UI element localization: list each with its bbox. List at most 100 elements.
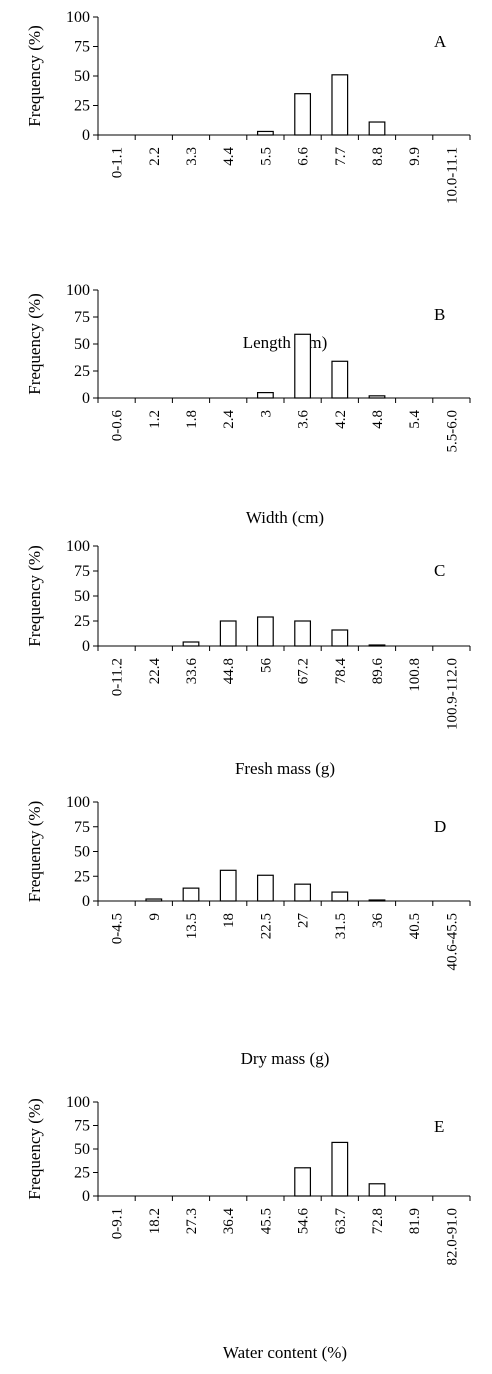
- y-tick-label: 0: [82, 893, 90, 910]
- y-tick-label: 100: [66, 1094, 90, 1111]
- bar-33.6: [182, 641, 200, 647]
- bar-5.5: [256, 130, 274, 136]
- x-tick-label: 6.6: [296, 147, 312, 166]
- y-tick-label: 50: [74, 336, 90, 353]
- bar-72.8: [368, 1183, 386, 1197]
- bar-22.5: [256, 874, 274, 902]
- x-tick-label: 40.5: [407, 913, 423, 939]
- x-tick-label: 8.8: [370, 147, 386, 166]
- y-tick-label: 100: [66, 9, 90, 26]
- x-axis-label: Fresh mass (g): [235, 759, 335, 778]
- x-tick-label: 36.4: [221, 1208, 237, 1235]
- x-axis-label: Water content (%): [223, 1343, 347, 1362]
- panel-label: A: [434, 32, 447, 51]
- x-tick-label: 0-4.5: [110, 913, 126, 944]
- x-tick-label: 4.4: [221, 147, 237, 166]
- chart-panel-d: 0 25 50 75 100 0-4.5 9 13.5 18 22.5 27 31.5 36 40.5 40…: [25, 794, 471, 1068]
- x-axis-label: Length (cm): [243, 333, 328, 352]
- y-tick-label: 100: [66, 538, 90, 555]
- bar-78.4: [331, 629, 349, 647]
- x-tick-label: 18: [221, 913, 237, 928]
- x-tick-label: 2.4: [221, 410, 237, 429]
- x-tick-label: 1.8: [184, 410, 200, 429]
- x-tick-label: 5.5-6.0: [444, 410, 460, 453]
- x-tick-label: 13.5: [184, 913, 200, 939]
- bar-56: [256, 616, 274, 647]
- x-tick-label: 100.9-112.0: [444, 658, 460, 730]
- x-tick-label: 22.5: [258, 913, 274, 939]
- y-tick-label: 75: [74, 819, 90, 836]
- x-tick-label: 0-1.1: [110, 147, 126, 178]
- x-tick-label: 81.9: [407, 1208, 423, 1234]
- x-tick-label: 10.0-11.1: [444, 147, 460, 204]
- y-axis-label: Frequency (%): [25, 1098, 44, 1200]
- y-tick-label: 0: [82, 127, 90, 144]
- bar-13.5: [182, 887, 200, 902]
- x-tick-label: 3.6: [296, 410, 312, 429]
- panel-label: D: [434, 817, 446, 836]
- y-tick-label: 0: [82, 638, 90, 655]
- x-tick-label: 72.8: [370, 1208, 386, 1234]
- x-tick-label: 5.5: [258, 147, 274, 166]
- panel-label: C: [434, 561, 445, 580]
- bar-89.6: [368, 644, 386, 647]
- bar-7.7: [331, 74, 349, 136]
- x-tick-label: 54.6: [296, 1208, 312, 1235]
- x-tick-label: 63.7: [333, 1208, 349, 1235]
- panel-label: E: [434, 1117, 444, 1136]
- y-tick-label: 50: [74, 844, 90, 861]
- y-tick-label: 100: [66, 794, 90, 811]
- y-tick-label: 25: [74, 98, 90, 115]
- x-tick-label: 18.2: [147, 1208, 163, 1234]
- x-tick-label: 56: [258, 658, 274, 674]
- x-tick-label: 9.9: [407, 147, 423, 166]
- x-tick-label: 36: [370, 913, 386, 929]
- x-axis-label: Width (cm): [246, 508, 324, 527]
- y-tick-label: 50: [74, 68, 90, 85]
- x-tick-label: 27.3: [184, 1208, 200, 1234]
- y-tick-label: 50: [74, 588, 90, 605]
- x-tick-label: 33.6: [184, 658, 200, 685]
- x-tick-label: 44.8: [221, 658, 237, 684]
- y-tick-label: 75: [74, 39, 90, 56]
- bar-4.8: [368, 395, 386, 399]
- bar-36: [368, 899, 386, 902]
- x-tick-label: 0-9.1: [110, 1208, 126, 1239]
- x-tick-label: 45.5: [258, 1208, 274, 1234]
- bar-18: [219, 869, 237, 902]
- x-tick-label: 67.2: [296, 658, 312, 684]
- chart-panel-c: 0 25 50 75 100 0-11.2 22.4 33.6 44.8 56 67.2 78.4 89…: [25, 538, 471, 778]
- y-tick-label: 50: [74, 1141, 90, 1158]
- x-tick-label: 0-0.6: [110, 410, 126, 442]
- x-tick-label: 7.7: [333, 147, 349, 166]
- x-tick-label: 40.6-45.5: [444, 913, 460, 971]
- x-tick-label: 3.3: [184, 147, 200, 166]
- bar-3: [256, 392, 274, 399]
- y-tick-label: 0: [82, 1188, 90, 1205]
- y-tick-label: 0: [82, 390, 90, 407]
- bar-54.6: [294, 1167, 312, 1197]
- x-tick-label: 31.5: [333, 913, 349, 939]
- chart-panel-b: 0 25 50 75 100 0-0.6 1.2 1.8 2.4 3 3.6 4.2 4.8 5.4 5.5…: [25, 282, 471, 527]
- x-tick-label: 0-11.2: [110, 658, 126, 696]
- x-tick-label: 89.6: [370, 658, 386, 685]
- bar-67.2: [294, 620, 312, 647]
- bar-6.6: [294, 93, 312, 136]
- bar-44.8: [219, 620, 237, 647]
- x-axis-label: Dry mass (g): [241, 1049, 330, 1068]
- y-axis-label: Frequency (%): [25, 545, 44, 647]
- y-tick-label: 100: [66, 282, 90, 299]
- x-tick-label: 22.4: [147, 658, 163, 685]
- x-tick-label: 4.2: [333, 410, 349, 429]
- y-axis-label: Frequency (%): [25, 801, 44, 903]
- bar-31.5: [331, 891, 349, 902]
- x-tick-label: 3: [258, 410, 274, 418]
- x-tick-label: 1.2: [147, 410, 163, 429]
- x-tick-label: 2.2: [147, 147, 163, 166]
- y-tick-label: 25: [74, 613, 90, 630]
- x-tick-label: 9: [147, 913, 163, 921]
- bar-27: [294, 883, 312, 902]
- y-tick-label: 75: [74, 309, 90, 326]
- y-tick-label: 25: [74, 363, 90, 380]
